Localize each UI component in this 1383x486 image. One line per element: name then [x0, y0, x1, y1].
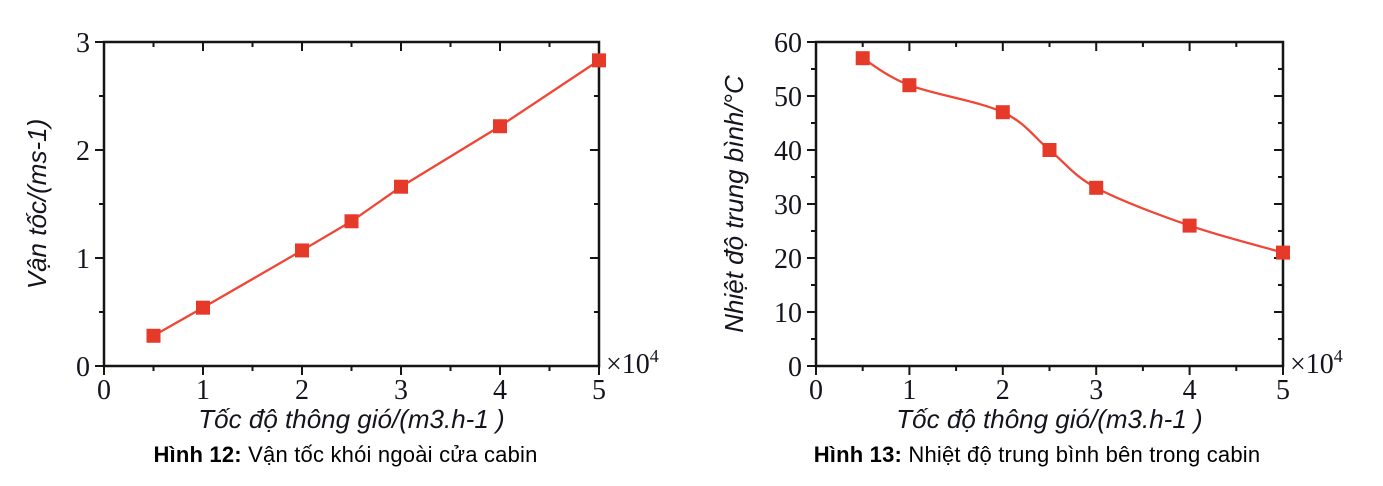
svg-text:0: 0 — [76, 352, 90, 383]
svg-text:20: 20 — [774, 244, 802, 275]
figure-caption-13: Hình 13: Nhiệt độ trung bình bên trong c… — [691, 442, 1383, 468]
svg-text:5: 5 — [592, 375, 606, 406]
svg-text:40: 40 — [774, 136, 802, 167]
figure-hinh-13: 0 1 2 3 4 5 0 10 20 30 40 50 60 ×104 Tốc độ thông gió/… — [691, 0, 1383, 468]
svg-text:10: 10 — [774, 298, 802, 329]
svg-text:2: 2 — [996, 375, 1010, 406]
caption-text-13: Nhiệt độ trung bình bên trong cabin — [902, 442, 1261, 467]
svg-text:2: 2 — [76, 136, 90, 167]
svg-text:4: 4 — [493, 375, 507, 406]
svg-text:50: 50 — [774, 82, 802, 113]
caption-text-12: Vận tốc khói ngoài cửa cabin — [241, 442, 538, 467]
svg-text:3: 3 — [1089, 375, 1103, 406]
svg-text:1: 1 — [196, 375, 210, 406]
svg-text:×104: ×104 — [606, 346, 659, 380]
svg-text:60: 60 — [774, 28, 802, 59]
svg-text:0: 0 — [97, 375, 111, 406]
svg-text:0: 0 — [788, 352, 802, 383]
figures-row: 0 1 2 3 4 5 0 1 2 3 ×104 Tốc độ thông gió/(m3.h-1 )… — [0, 0, 1383, 468]
caption-label-12: Hình 12: — [153, 442, 242, 467]
svg-text:1: 1 — [76, 244, 90, 275]
figure-caption-12: Hình 12: Vận tốc khói ngoài cửa cabin — [0, 442, 691, 468]
figure-hinh-12: 0 1 2 3 4 5 0 1 2 3 ×104 Tốc độ thông gió/(m3.h-1 )… — [0, 0, 691, 468]
velocity-line-chart: 0 1 2 3 4 5 0 1 2 3 ×104 Tốc độ thông gió/(m3.h-1 )… — [22, 28, 659, 434]
svg-text:Tốc độ thông gió/(m3.h-1 ): Tốc độ thông gió/(m3.h-1 ) — [896, 404, 1202, 434]
svg-text:30: 30 — [774, 190, 802, 221]
svg-text:Vận tốc/(ms-1): Vận tốc/(ms-1) — [22, 119, 52, 290]
svg-text:×104: ×104 — [1290, 346, 1343, 380]
svg-text:3: 3 — [394, 375, 408, 406]
svg-text:Nhiệt độ trung bình/°C: Nhiệt độ trung bình/°C — [719, 75, 749, 333]
svg-text:4: 4 — [1183, 375, 1197, 406]
svg-text:2: 2 — [295, 375, 309, 406]
svg-text:0: 0 — [809, 375, 823, 406]
caption-label-13: Hình 13: — [813, 442, 903, 467]
svg-text:5: 5 — [1276, 375, 1290, 406]
svg-text:Tốc độ thông gió/(m3.h-1 ): Tốc độ thông gió/(m3.h-1 ) — [198, 404, 504, 434]
svg-text:3: 3 — [76, 28, 90, 59]
svg-text:1: 1 — [902, 375, 916, 406]
